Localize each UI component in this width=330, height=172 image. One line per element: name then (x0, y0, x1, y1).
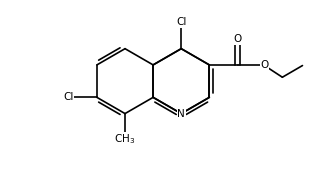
Text: CH$_3$: CH$_3$ (115, 132, 136, 146)
Text: Cl: Cl (176, 17, 186, 27)
Text: O: O (260, 60, 268, 70)
Text: Cl: Cl (63, 92, 74, 102)
Text: N: N (177, 109, 185, 119)
Text: O: O (233, 34, 242, 44)
